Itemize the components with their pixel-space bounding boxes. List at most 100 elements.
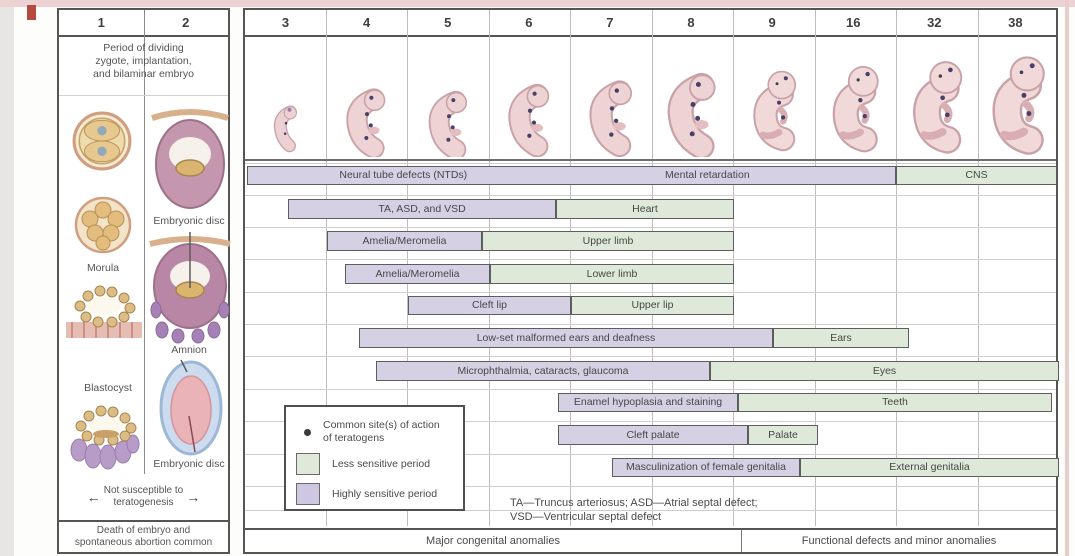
week-32-label: 32 bbox=[927, 15, 942, 30]
embryo-band-divider bbox=[245, 159, 1056, 161]
period-of-dividing-text: Period of dividing zygote, implantation,… bbox=[93, 42, 194, 80]
top-pink-strip bbox=[0, 0, 1075, 7]
teeth-less-sensitive-bar: Teeth bbox=[738, 393, 1052, 412]
gridline bbox=[245, 454, 1056, 455]
implantation-section-top-image bbox=[151, 109, 229, 209]
gridline bbox=[245, 259, 1056, 260]
right-arrow-icon: → bbox=[186, 489, 201, 505]
gridline bbox=[978, 10, 979, 526]
lower-limb-less-sensitive-bar: Lower limb bbox=[490, 264, 734, 284]
amnion-embryonic-disc-image bbox=[159, 359, 223, 456]
heart-less-sensitive-bar: Heart bbox=[556, 199, 734, 219]
ears-less-sensitive-bar: Ears bbox=[773, 328, 909, 348]
week-5-label: 5 bbox=[444, 15, 452, 30]
upper-lip-highly-sensitive-bar: Cleft lip bbox=[408, 296, 571, 315]
week-2-label: 2 bbox=[182, 15, 190, 30]
teeth-highly-sensitive-bar: Enamel hypoplasia and staining bbox=[558, 393, 738, 412]
implanting-blastocyst-image bbox=[70, 405, 140, 470]
embryonic-disc-bottom-label: Embryonic disc bbox=[153, 458, 225, 470]
gridline bbox=[245, 227, 1056, 228]
fetus-week-32-image bbox=[907, 51, 969, 157]
week-8-label: 8 bbox=[687, 15, 695, 30]
teratogen-site-legend-text: Common site(s) of action of teratogens bbox=[323, 419, 440, 444]
panel-gridline bbox=[59, 95, 228, 96]
week-9-label: 9 bbox=[768, 15, 776, 30]
amnion-label: Amnion bbox=[171, 344, 207, 356]
functional-defects-cell: Functional defects and minor anomalies bbox=[801, 535, 997, 547]
not-susceptible-row: ← Not susceptible to teratogenesis → bbox=[59, 474, 228, 520]
upper-limb-highly-sensitive-bar: Amelia/Meromelia bbox=[327, 231, 482, 251]
less-sensitive-swatch bbox=[296, 453, 320, 475]
ears-highly-sensitive-bar: Low-set malformed ears and deafness bbox=[359, 328, 773, 348]
embryo-week-5-image bbox=[424, 89, 474, 157]
weeks-header-row: 3 4 5 6 7 8 9 16 32 38 bbox=[245, 10, 1056, 37]
gridline bbox=[245, 195, 1056, 196]
embryo-week-3-image bbox=[273, 99, 299, 157]
highly-sensitive-swatch bbox=[296, 483, 320, 505]
eyes-less-sensitive-bar: Eyes bbox=[710, 361, 1059, 381]
blastocyst-section-image bbox=[66, 285, 142, 338]
embryo-week-8-image bbox=[666, 69, 720, 157]
week-38-label: 38 bbox=[1008, 15, 1023, 30]
gridline bbox=[245, 421, 1056, 422]
eyes-highly-sensitive-bar: Microphthalmia, cataracts, glaucoma bbox=[376, 361, 710, 381]
embryo-week-7-image bbox=[588, 75, 636, 157]
abbreviation-footnote: TA—Truncus arteriosus; ASD—Atrial septal… bbox=[510, 497, 758, 523]
genitalia-highly-sensitive-bar: Masculinization of female genitalia bbox=[612, 458, 800, 477]
zygote-two-cell-image bbox=[72, 111, 132, 171]
morula-label: Morula bbox=[86, 262, 120, 274]
embryonic-disc-top-label: Embryonic disc bbox=[153, 215, 225, 227]
fetus-week-16-image bbox=[827, 55, 885, 157]
highly-sensitive-legend-text: Highly sensitive period bbox=[332, 488, 438, 500]
legend-box: Common site(s) of action of teratogens L… bbox=[284, 405, 465, 511]
week-7-label: 7 bbox=[606, 15, 614, 30]
gridline bbox=[245, 510, 1056, 511]
palate-highly-sensitive-bar: Cleft palate bbox=[558, 425, 748, 445]
genitalia-less-sensitive-bar: External genitalia bbox=[800, 458, 1059, 477]
fetus-week-9-image bbox=[748, 59, 802, 157]
teratogen-site-dot-icon bbox=[304, 428, 311, 436]
weeks-1-2-header: 1 2 bbox=[59, 10, 228, 37]
week-3-label: 3 bbox=[281, 15, 290, 30]
death-of-embryo-cell: Death of embryo and spontaneous abortion… bbox=[59, 520, 228, 552]
gridline bbox=[245, 356, 1056, 357]
heart-highly-sensitive-bar: TA, ASD, and VSD bbox=[288, 199, 556, 219]
embryo-week-6-image bbox=[507, 79, 553, 157]
left-arrow-icon: ← bbox=[86, 489, 101, 505]
week-6-label: 6 bbox=[525, 15, 533, 30]
palate-less-sensitive-bar: Palate bbox=[748, 425, 818, 445]
week-1-label: 1 bbox=[97, 15, 105, 30]
outcome-band: Major congenital anomalies Functional de… bbox=[245, 528, 1056, 552]
cns-less-sensitive-bar: CNS bbox=[896, 166, 1057, 185]
upper-lip-less-sensitive-bar: Upper lip bbox=[571, 296, 734, 315]
gridline bbox=[245, 486, 1056, 487]
right-pink-strip bbox=[1065, 0, 1069, 556]
gridline bbox=[245, 163, 1056, 164]
major-congenital-anomalies-cell: Major congenital anomalies bbox=[245, 530, 742, 552]
gridline bbox=[245, 324, 1056, 325]
pre-embryonic-panel: 1 2 Period of dividing zygote, implantat… bbox=[57, 8, 231, 554]
not-susceptible-text: Not susceptible to teratogenesis bbox=[103, 485, 184, 508]
mental-retardation-label: Mental retardation bbox=[665, 169, 750, 181]
column-divider bbox=[144, 10, 145, 474]
gridline bbox=[896, 10, 897, 526]
blastocyst-label: Blastocyst bbox=[84, 382, 132, 394]
gridline bbox=[815, 10, 816, 526]
week-16-label: 16 bbox=[845, 15, 861, 30]
fetus-week-38-image bbox=[986, 47, 1052, 157]
cns-highly-sensitive-bar: Neural tube defects (NTDs) Mental retard… bbox=[247, 166, 896, 185]
week-4-label: 4 bbox=[363, 15, 371, 30]
morula-image bbox=[74, 196, 132, 254]
death-of-embryo-text: Death of embryo and spontaneous abortion… bbox=[74, 525, 213, 548]
embryo-week-4-image bbox=[345, 85, 389, 157]
implantation-section-bottom-image bbox=[149, 232, 231, 344]
weeks-3-38-grid: 3 4 5 6 7 8 9 16 32 38 bbox=[243, 8, 1059, 554]
neural-tube-defects-label: Neural tube defects (NTDs) bbox=[339, 169, 468, 181]
gridline bbox=[245, 389, 1056, 390]
red-corner-mark bbox=[27, 5, 36, 20]
left-margin-strip bbox=[0, 0, 14, 556]
upper-limb-less-sensitive-bar: Upper limb bbox=[482, 231, 734, 251]
less-sensitive-legend-text: Less sensitive period bbox=[332, 458, 431, 470]
gridline bbox=[245, 292, 1056, 293]
